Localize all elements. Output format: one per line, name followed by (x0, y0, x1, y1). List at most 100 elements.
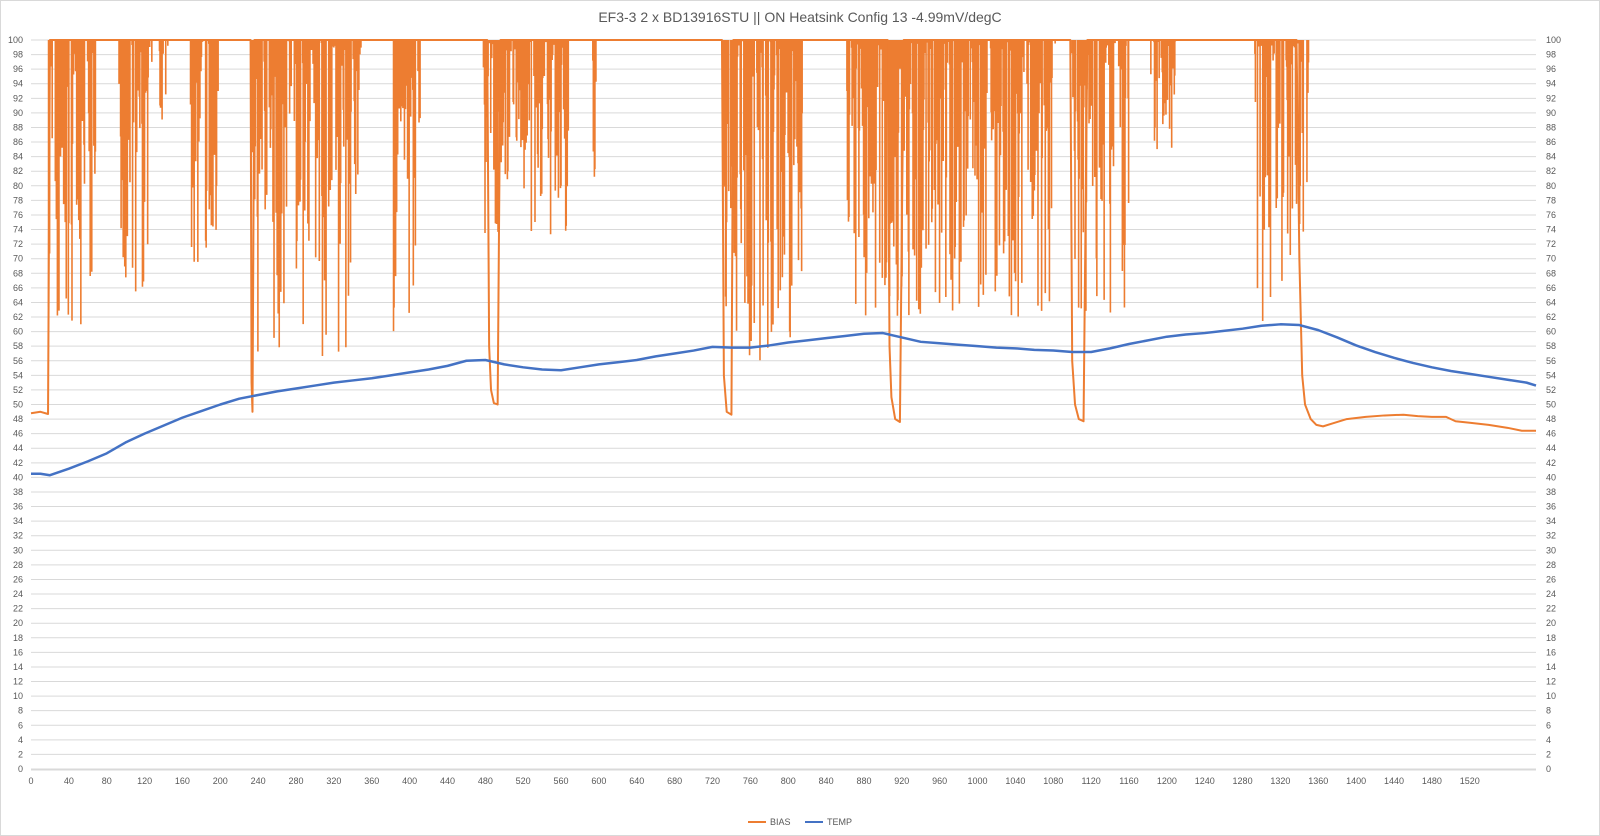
y-tick-label-right: 22 (1546, 604, 1556, 614)
y-tick-label-left: 62 (13, 312, 23, 322)
legend-item-bias: BIAS (747, 817, 790, 827)
x-axis: 0 40 80 120 160 200 240 280 320 360 400 440 480 520 56… (28, 768, 1536, 786)
series-layer (30, 39, 1537, 477)
y-tick-label-right: 12 (1546, 677, 1556, 687)
x-tick-label: 400 (402, 776, 417, 786)
x-tick-label: 640 (629, 776, 644, 786)
y-tick-label-right: 54 (1546, 370, 1556, 380)
x-tick-label: 1480 (1422, 776, 1442, 786)
y-tick-label-right: 60 (1546, 327, 1556, 337)
y-tick-label-left: 44 (13, 443, 23, 453)
y-tick-label-left: 92 (13, 93, 23, 103)
x-tick-label: 1440 (1384, 776, 1404, 786)
y-tick-label-left: 50 (13, 400, 23, 410)
x-tick-label: 0 (28, 776, 33, 786)
x-tick-label: 520 (516, 776, 531, 786)
y-tick-label-right: 70 (1546, 254, 1556, 264)
x-tick-label: 1080 (1043, 776, 1063, 786)
y-tick-label-left: 80 (13, 181, 23, 191)
y-tick-label-right: 38 (1546, 487, 1556, 497)
y-tick-label-right: 16 (1546, 647, 1556, 657)
y-tick-label-left: 82 (13, 166, 23, 176)
y-axis-left: 0246810121416182022242628303234363840424… (8, 35, 23, 774)
y-tick-label-left: 28 (13, 560, 23, 570)
y-tick-label-left: 58 (13, 341, 23, 351)
y-tick-label-right: 58 (1546, 341, 1556, 351)
y-tick-label-left: 86 (13, 137, 23, 147)
y-tick-label-right: 50 (1546, 400, 1556, 410)
y-tick-label-right: 78 (1546, 195, 1556, 205)
x-tick-label: 800 (781, 776, 796, 786)
bias-spike-burst (482, 40, 570, 235)
bias-spike-burst (189, 40, 219, 262)
legend-item-temp: TEMP (805, 817, 852, 827)
y-tick-label-left: 22 (13, 604, 23, 614)
y-tick-label-left: 18 (13, 633, 23, 643)
bias-spike-burst (118, 40, 153, 292)
y-tick-label-right: 62 (1546, 312, 1556, 322)
x-tick-label: 1040 (1005, 776, 1025, 786)
bias-spike-burst (1149, 40, 1177, 150)
bias-spike-burst (846, 40, 1056, 317)
y-tick-label-right: 44 (1546, 443, 1556, 453)
bias-spike-burst (249, 40, 362, 356)
legend-swatch-temp (805, 821, 823, 823)
temp-line (31, 323, 1537, 477)
y-tick-label-right: 2 (1546, 749, 1551, 759)
y-tick-label-left: 96 (13, 64, 23, 74)
y-tick-label-left: 40 (13, 472, 23, 482)
x-tick-label: 1280 (1233, 776, 1253, 786)
x-tick-label: 1200 (1157, 776, 1177, 786)
x-tick-label: 1320 (1270, 776, 1290, 786)
y-tick-label-left: 38 (13, 487, 23, 497)
y-tick-label-right: 98 (1546, 50, 1556, 60)
x-tick-label: 1120 (1081, 776, 1100, 786)
y-tick-label-right: 8 (1546, 706, 1551, 716)
bias-spike-burst (592, 40, 597, 177)
y-tick-label-right: 68 (1546, 268, 1556, 278)
y-tick-label-right: 36 (1546, 502, 1556, 512)
y-tick-label-right: 84 (1546, 152, 1556, 162)
y-tick-label-right: 92 (1546, 93, 1556, 103)
y-tick-label-right: 80 (1546, 181, 1556, 191)
x-tick-label: 1240 (1195, 776, 1215, 786)
bias-spike-burst (158, 40, 169, 120)
y-tick-label-left: 52 (13, 385, 23, 395)
y-tick-label-left: 48 (13, 414, 23, 424)
y-tick-label-right: 30 (1546, 545, 1556, 555)
legend-swatch-bias (747, 821, 766, 823)
y-tick-label-left: 20 (13, 618, 23, 628)
y-tick-label-right: 46 (1546, 429, 1556, 439)
y-tick-label-right: 94 (1546, 79, 1556, 89)
y-tick-label-right: 66 (1546, 283, 1556, 293)
x-tick-label: 80 (102, 776, 112, 786)
y-tick-label-left: 66 (13, 283, 23, 293)
legend: BIAS TEMP (0, 815, 1600, 827)
x-tick-label: 680 (667, 776, 682, 786)
y-tick-label-left: 72 (13, 239, 23, 249)
y-tick-label-left: 70 (13, 254, 23, 264)
y-tick-label-right: 56 (1546, 356, 1556, 366)
x-tick-label: 1400 (1346, 776, 1366, 786)
y-tick-label-left: 42 (13, 458, 23, 468)
y-tick-label-left: 2 (18, 749, 23, 759)
y-tick-label-right: 14 (1546, 662, 1556, 672)
y-tick-label-right: 6 (1546, 720, 1551, 730)
x-tick-label: 600 (591, 776, 606, 786)
x-tick-label: 960 (932, 776, 947, 786)
y-tick-label-right: 4 (1546, 735, 1551, 745)
bias-line (30, 39, 1536, 432)
bias-spike-burst (1071, 40, 1130, 313)
y-tick-label-right: 74 (1546, 225, 1556, 235)
y-tick-label-right: 42 (1546, 458, 1556, 468)
y-tick-label-right: 48 (1546, 414, 1556, 424)
x-tick-label: 280 (289, 776, 304, 786)
y-tick-label-left: 54 (13, 370, 23, 380)
x-tick-label: 1360 (1308, 776, 1328, 786)
y-tick-label-left: 36 (13, 502, 23, 512)
y-tick-label-right: 88 (1546, 122, 1556, 132)
x-tick-label: 480 (478, 776, 493, 786)
y-tick-label-left: 8 (18, 706, 23, 716)
x-tick-label: 1000 (968, 776, 988, 786)
